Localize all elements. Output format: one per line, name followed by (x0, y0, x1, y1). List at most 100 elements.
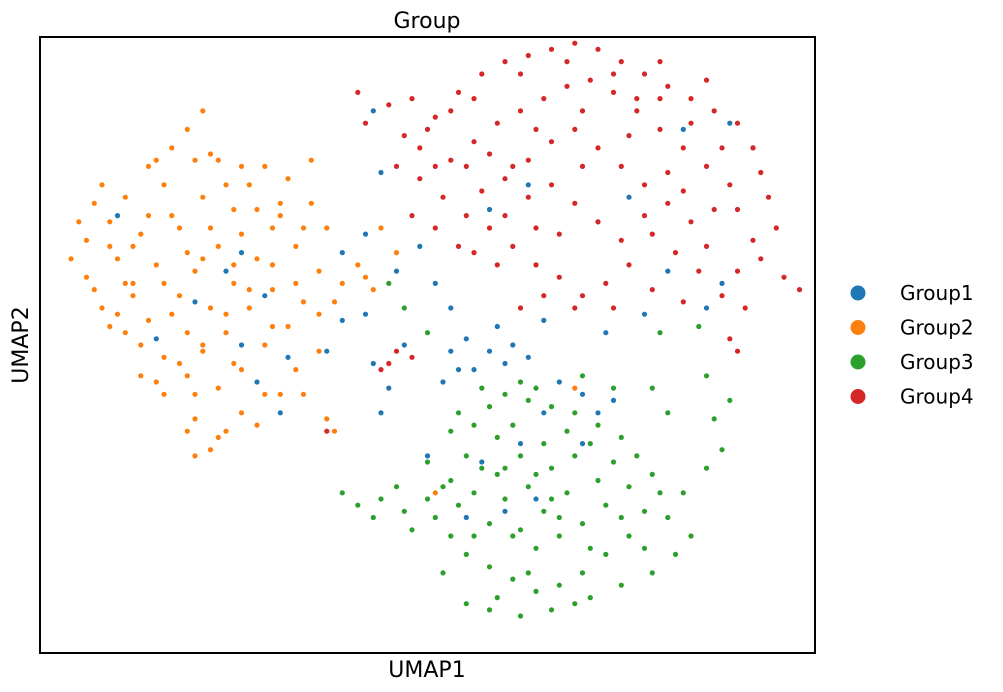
data-point-group4 (502, 176, 508, 182)
data-point-group2 (254, 206, 260, 213)
data-point-group2 (215, 434, 221, 440)
data-point-group4 (564, 83, 570, 89)
data-point-group3 (634, 453, 640, 459)
data-point-group2 (200, 256, 206, 262)
data-point-group1 (486, 206, 493, 213)
data-point-group4 (665, 83, 671, 89)
data-point-group4 (626, 133, 632, 139)
legend-label: Group1 (900, 281, 974, 305)
data-point-group3 (618, 514, 624, 521)
data-point-group1 (727, 120, 733, 126)
data-point-group3 (657, 490, 663, 496)
data-point-group2 (138, 373, 144, 379)
data-point-group4 (657, 96, 663, 102)
data-point-group2 (184, 126, 190, 132)
data-point-group1 (525, 354, 531, 360)
data-point-group2 (207, 447, 214, 453)
data-point-group3 (587, 545, 593, 551)
data-point-group1 (541, 410, 547, 416)
data-point-group3 (517, 527, 524, 533)
data-point-group1 (386, 385, 392, 391)
data-point-group3 (401, 305, 407, 311)
data-point-group2 (207, 225, 214, 231)
data-point-group2 (68, 256, 74, 262)
data-point-group4 (781, 274, 787, 280)
data-point-group2 (169, 213, 175, 219)
data-point-group2 (122, 280, 128, 286)
data-point-group3 (688, 533, 694, 539)
data-point-group3 (665, 410, 671, 416)
data-point-group4 (641, 182, 648, 188)
data-point-group1 (262, 293, 268, 299)
data-point-group1 (517, 441, 524, 447)
data-point-group4 (455, 243, 462, 249)
data-point-group4 (409, 96, 415, 102)
data-point-group3 (393, 484, 400, 490)
data-point-group4 (626, 262, 632, 268)
data-point-group4 (703, 163, 710, 169)
data-point-group4 (548, 139, 555, 145)
data-point-group4 (634, 96, 640, 102)
legend-marker (850, 320, 866, 335)
data-point-group4 (417, 176, 423, 182)
data-point-group1 (153, 336, 159, 342)
data-point-group4 (455, 89, 462, 95)
data-point-group3 (556, 514, 562, 521)
data-point-group1 (401, 342, 407, 348)
data-point-group3 (448, 477, 454, 484)
data-point-group3 (525, 484, 531, 490)
data-point-group2 (254, 256, 260, 262)
data-point-group2 (122, 194, 128, 200)
data-point-group1 (626, 194, 632, 200)
data-point-group1 (324, 348, 330, 354)
data-point-group4 (572, 40, 578, 46)
data-point-group2 (300, 299, 307, 305)
data-point-group4 (463, 213, 469, 219)
data-point-group1 (665, 268, 671, 274)
legend: Group1 Group2 Group3 Group4 (850, 281, 974, 409)
data-point-group3 (510, 422, 516, 428)
data-point-group2 (153, 157, 159, 163)
data-point-group3 (479, 385, 485, 391)
data-point-group3 (502, 465, 508, 471)
y-axis-label: UMAP2 (9, 306, 34, 383)
data-point-group3 (696, 323, 702, 330)
data-point-group3 (378, 496, 384, 502)
data-point-group2 (176, 293, 183, 299)
data-point-group3 (680, 490, 686, 496)
data-point-group2 (293, 243, 299, 249)
data-point-group3 (541, 441, 547, 447)
data-point-group1 (471, 367, 477, 373)
data-point-group2 (138, 231, 144, 237)
data-point-group4 (393, 163, 400, 169)
data-point-group3 (548, 607, 555, 613)
data-point-group2 (293, 280, 299, 286)
data-point-group4 (796, 287, 803, 293)
data-point-group2 (122, 330, 128, 336)
data-point-group1 (556, 379, 562, 385)
data-point-group3 (533, 385, 539, 391)
data-point-group3 (548, 465, 555, 471)
data-point-group1 (463, 336, 469, 342)
data-point-group3 (641, 545, 648, 551)
data-point-group2 (192, 453, 198, 459)
data-point-group2 (192, 157, 198, 163)
data-point-group4 (765, 194, 772, 200)
data-point-group4 (510, 243, 516, 249)
data-point-group2 (277, 391, 283, 397)
data-point-group1 (378, 169, 384, 176)
data-point-group4 (758, 256, 764, 262)
data-point-group4 (773, 225, 779, 231)
data-point-group2 (277, 213, 283, 219)
data-point-group3 (494, 595, 500, 601)
data-point-group2 (355, 262, 361, 268)
data-point-group2 (153, 379, 159, 385)
data-point-group1 (448, 305, 454, 311)
data-point-group4 (486, 225, 493, 231)
data-point-group1 (417, 243, 423, 249)
data-point-group4 (386, 102, 392, 108)
data-point-group2 (238, 410, 245, 416)
data-point-group4 (688, 219, 694, 225)
data-point-group3 (455, 410, 462, 416)
data-point-group1 (432, 280, 438, 286)
